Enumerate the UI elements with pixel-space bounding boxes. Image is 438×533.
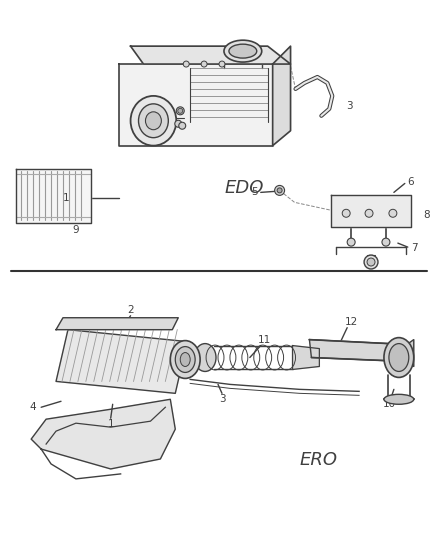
- Text: 4: 4: [30, 402, 36, 412]
- Circle shape: [364, 255, 378, 269]
- Circle shape: [179, 122, 186, 129]
- Circle shape: [175, 120, 182, 127]
- Circle shape: [277, 188, 282, 193]
- Polygon shape: [119, 64, 273, 146]
- Polygon shape: [56, 330, 187, 393]
- Text: 5: 5: [251, 188, 258, 197]
- Ellipse shape: [384, 394, 414, 404]
- Ellipse shape: [175, 346, 195, 373]
- Ellipse shape: [229, 44, 257, 58]
- Ellipse shape: [384, 337, 414, 377]
- Circle shape: [367, 258, 375, 266]
- Text: 11: 11: [258, 335, 271, 345]
- Polygon shape: [293, 345, 319, 369]
- Text: EDO: EDO: [224, 180, 264, 197]
- Polygon shape: [56, 318, 178, 330]
- Circle shape: [389, 209, 397, 217]
- Polygon shape: [16, 168, 91, 223]
- Text: 9: 9: [73, 225, 79, 235]
- Circle shape: [178, 108, 183, 114]
- Text: ERO: ERO: [299, 451, 337, 469]
- Ellipse shape: [170, 341, 200, 378]
- Text: 10: 10: [382, 399, 396, 409]
- Text: 12: 12: [345, 317, 358, 327]
- Ellipse shape: [224, 40, 262, 62]
- Circle shape: [382, 238, 390, 246]
- Circle shape: [365, 209, 373, 217]
- Polygon shape: [407, 340, 414, 367]
- Circle shape: [347, 238, 355, 246]
- Text: 1: 1: [63, 193, 69, 204]
- Circle shape: [201, 61, 207, 67]
- Text: 2: 2: [127, 305, 134, 315]
- Polygon shape: [31, 399, 175, 469]
- Polygon shape: [331, 196, 411, 227]
- Ellipse shape: [145, 112, 161, 130]
- Circle shape: [275, 185, 285, 196]
- Text: 8: 8: [424, 210, 430, 220]
- Text: 1: 1: [107, 419, 114, 429]
- Text: 6: 6: [407, 177, 414, 188]
- Polygon shape: [273, 46, 290, 146]
- Ellipse shape: [194, 344, 216, 372]
- Text: 3: 3: [346, 101, 353, 111]
- Circle shape: [219, 61, 225, 67]
- Ellipse shape: [180, 352, 190, 367]
- Circle shape: [183, 61, 189, 67]
- Circle shape: [342, 209, 350, 217]
- Ellipse shape: [389, 344, 409, 372]
- Polygon shape: [309, 340, 409, 361]
- Ellipse shape: [138, 104, 168, 138]
- Ellipse shape: [131, 96, 176, 146]
- Polygon shape: [131, 46, 290, 64]
- Text: 7: 7: [411, 243, 418, 253]
- Circle shape: [176, 107, 184, 115]
- Text: 3: 3: [219, 394, 225, 405]
